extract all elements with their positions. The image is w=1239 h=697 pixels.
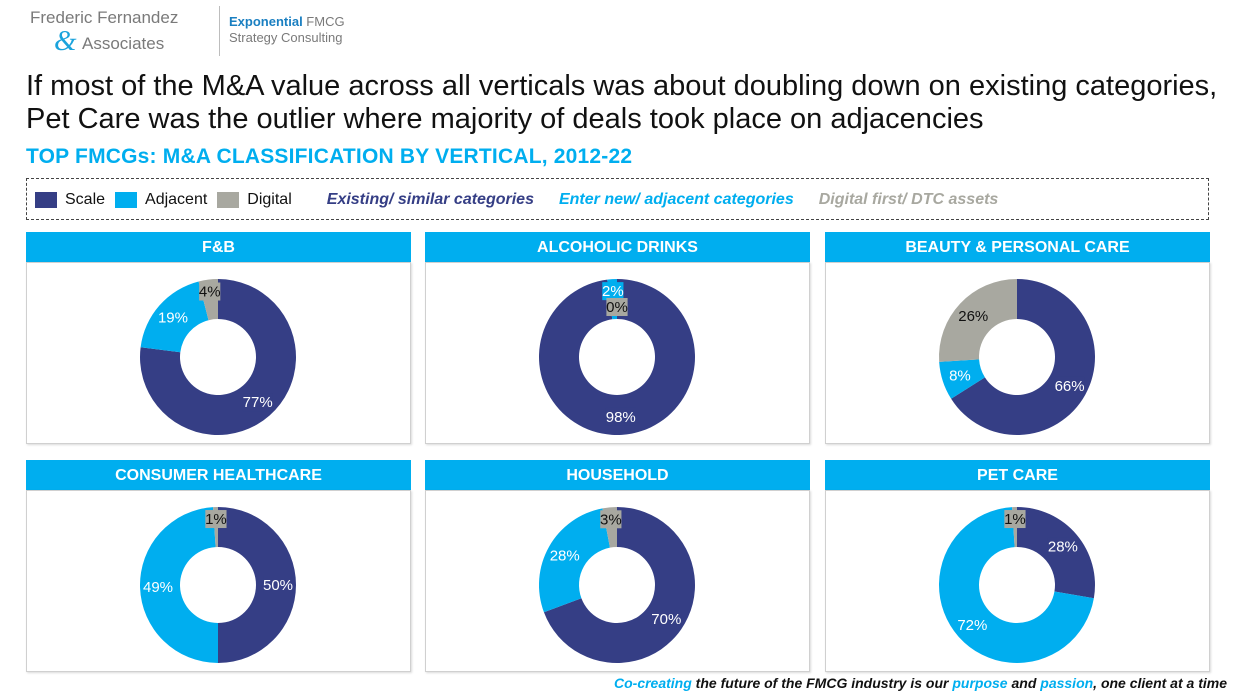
svg-text:49%: 49% [143, 579, 173, 596]
brand-line2: Strategy Consulting [229, 30, 343, 45]
svg-text:26%: 26% [958, 308, 988, 325]
svg-text:1%: 1% [205, 511, 227, 528]
donut-chart-fb: 77% 19% 4% [140, 279, 296, 435]
brand-bold: Exponential [229, 14, 303, 29]
svg-text:28%: 28% [550, 548, 580, 565]
svg-text:70%: 70% [651, 611, 681, 628]
panel-fb: F&B 77% 19% 4% [26, 232, 411, 444]
panel-title: CONSUMER HEALTHCARE [26, 460, 411, 490]
brand-logo: Exponential FMCG Strategy Consulting [229, 14, 345, 46]
data-label-adjacent: 2% [602, 282, 624, 301]
legend-note-digital: Digital first/ DTC assets [818, 191, 999, 208]
donut-chart-pet-care: 28% 72% 1% [939, 507, 1095, 663]
svg-text:2%: 2% [602, 283, 624, 300]
svg-text:4%: 4% [199, 284, 221, 301]
data-label-scale: 66% [1055, 376, 1085, 395]
legend-label-adjacent: Adjacent [145, 191, 208, 208]
data-label-adjacent: 8% [949, 366, 971, 385]
legend-item-scale: Scale [35, 191, 105, 209]
footer-part1: Co-creating [614, 675, 692, 691]
panel-alcoholic-drinks: ALCOHOLIC DRINKS 98% 2% 0% [425, 232, 810, 444]
chart-subtitle: TOP FMCGs: M&A CLASSIFICATION BY VERTICA… [26, 145, 633, 168]
data-label-adjacent: 28% [550, 546, 580, 565]
headline: If most of the M&A value across all vert… [26, 70, 1218, 135]
slice-scale [218, 507, 296, 663]
logo-line2: Associates [82, 34, 165, 53]
donut-chart-alcoholic-drinks: 98% 2%0% [539, 279, 695, 435]
data-label-adjacent: 19% [158, 308, 188, 327]
svg-text:77%: 77% [243, 394, 273, 411]
slice-scale [539, 279, 695, 435]
logo-line1: Frederic Fernandez [30, 8, 179, 27]
legend-box: Scale Adjacent Digital Existing/ similar… [26, 178, 1209, 220]
svg-text:72%: 72% [957, 617, 987, 634]
donut-chart-beauty-personal-care: 66% 8% 26% [939, 279, 1095, 435]
data-label-scale: 50% [263, 576, 293, 594]
footer-part4: and [1007, 675, 1041, 691]
legend-swatch-adjacent [115, 192, 138, 208]
svg-text:98%: 98% [606, 409, 636, 426]
data-label-digital: 0% [606, 298, 628, 316]
logo-divider [219, 6, 220, 56]
footer-part5: passion [1040, 675, 1094, 691]
svg-text:1%: 1% [1004, 511, 1026, 528]
legend-label-digital: Digital [247, 191, 292, 208]
svg-text:50%: 50% [263, 577, 293, 594]
svg-text:3%: 3% [600, 511, 622, 528]
legend: Scale Adjacent Digital Existing/ similar… [35, 191, 998, 209]
data-label-digital: 1% [1004, 510, 1026, 529]
panel-household: HOUSEHOLD 70% 28% 3% [425, 460, 810, 672]
panel-consumer-healthcare: CONSUMER HEALTHCARE 50% 49% 1% [26, 460, 411, 672]
panel-title: F&B [26, 232, 411, 262]
legend-note-existing: Existing/ similar categories [326, 191, 534, 208]
data-label-adjacent: 72% [957, 616, 987, 635]
footer-part6: , one client at a time [1093, 675, 1227, 691]
data-label-digital: 3% [600, 510, 622, 529]
legend-item-adjacent: Adjacent [115, 191, 207, 209]
footer-part3: purpose [952, 675, 1008, 691]
logo-ampersand: & [54, 25, 77, 57]
footer-tagline: Co-creating the future of the FMCG indus… [614, 675, 1227, 691]
data-label-scale: 77% [243, 393, 273, 412]
data-label-scale: 28% [1048, 537, 1078, 556]
legend-note-adjacent: Enter new/ adjacent categories [558, 191, 794, 208]
footer-part2: the future of the FMCG industry is our [691, 675, 953, 691]
slice-scale [951, 279, 1095, 435]
legend-item-digital: Digital [217, 191, 292, 209]
legend-label-scale: Scale [65, 191, 106, 208]
donut-chart-consumer-healthcare: 50% 49% 1% [140, 507, 296, 663]
panel-title: ALCOHOLIC DRINKS [425, 232, 810, 262]
donut-chart-household: 70% 28% 3% [539, 507, 695, 663]
brand-rest: FMCG [302, 14, 345, 29]
panel-title: BEAUTY & PERSONAL CARE [825, 232, 1210, 262]
data-label-digital: 1% [205, 510, 227, 529]
panel-title: PET CARE [825, 460, 1210, 490]
data-label-adjacent: 49% [143, 577, 173, 596]
data-label-scale: 98% [606, 407, 636, 426]
legend-swatch-scale [35, 192, 57, 208]
legend-swatch-digital [217, 192, 240, 208]
panel-pet-care: PET CARE 28% 72% 1% [825, 460, 1210, 672]
svg-text:66%: 66% [1055, 378, 1085, 395]
svg-text:8%: 8% [949, 368, 971, 385]
data-label-scale: 70% [651, 610, 681, 629]
svg-text:28%: 28% [1048, 538, 1078, 555]
panel-title: HOUSEHOLD [425, 460, 810, 490]
svg-text:0%: 0% [606, 299, 628, 316]
svg-text:19%: 19% [158, 309, 188, 326]
data-label-digital: 26% [958, 306, 988, 325]
slice-adjacent [140, 507, 218, 663]
panel-beauty-personal-care: BEAUTY & PERSONAL CARE 66% 8% 26% [825, 232, 1210, 444]
data-label-digital: 4% [199, 282, 221, 301]
